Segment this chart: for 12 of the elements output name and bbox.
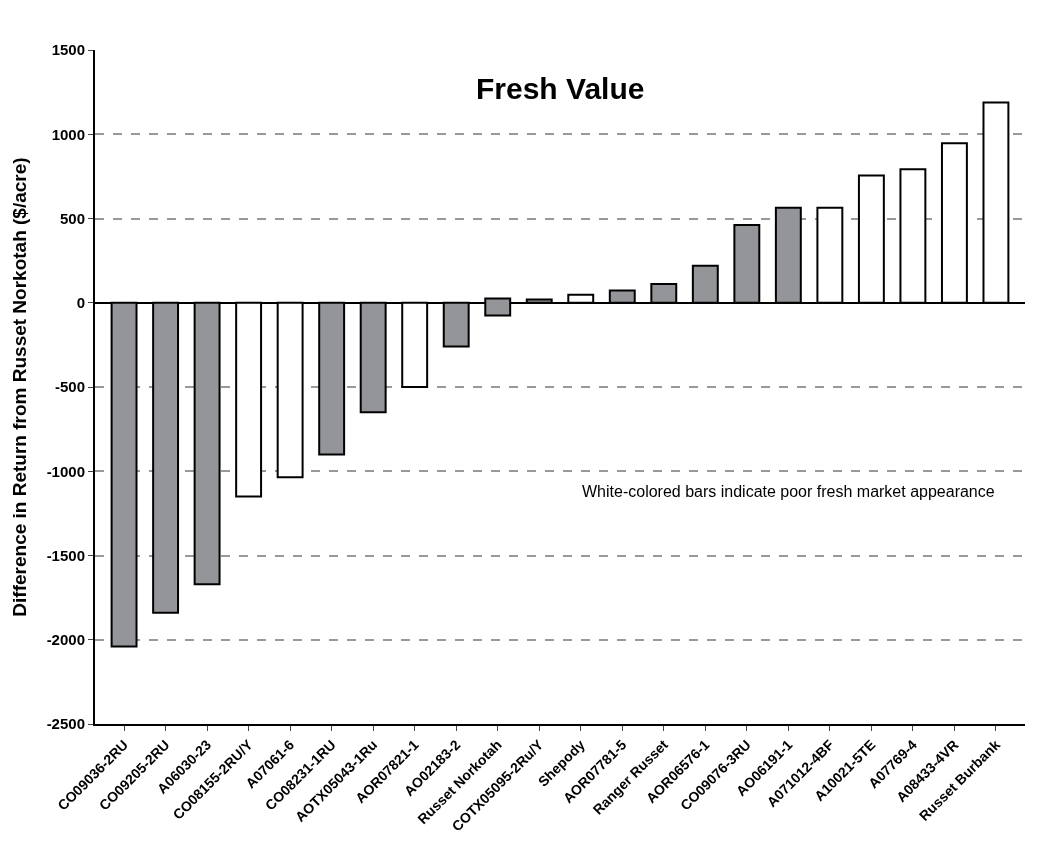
y-tick-label: 500 <box>59 209 85 227</box>
y-axis-title: Difference in Return from Russet Norkotah ($/acre) <box>8 157 30 617</box>
y-tick-label: -1500 <box>46 546 85 564</box>
y-tick-label: -1000 <box>46 462 85 480</box>
y-tick-label: 1500 <box>51 41 85 59</box>
y-tick-label: 0 <box>76 294 85 311</box>
y-tick-label: -2000 <box>46 631 85 648</box>
text: Fresh Value <box>476 72 645 105</box>
y-tick-label: -500 <box>54 378 85 396</box>
y-tick-label: -2500 <box>46 715 85 733</box>
annotation: White-colored bars indicate poor fresh market appearance <box>582 483 995 500</box>
y-tick-label: 1000 <box>51 125 85 143</box>
